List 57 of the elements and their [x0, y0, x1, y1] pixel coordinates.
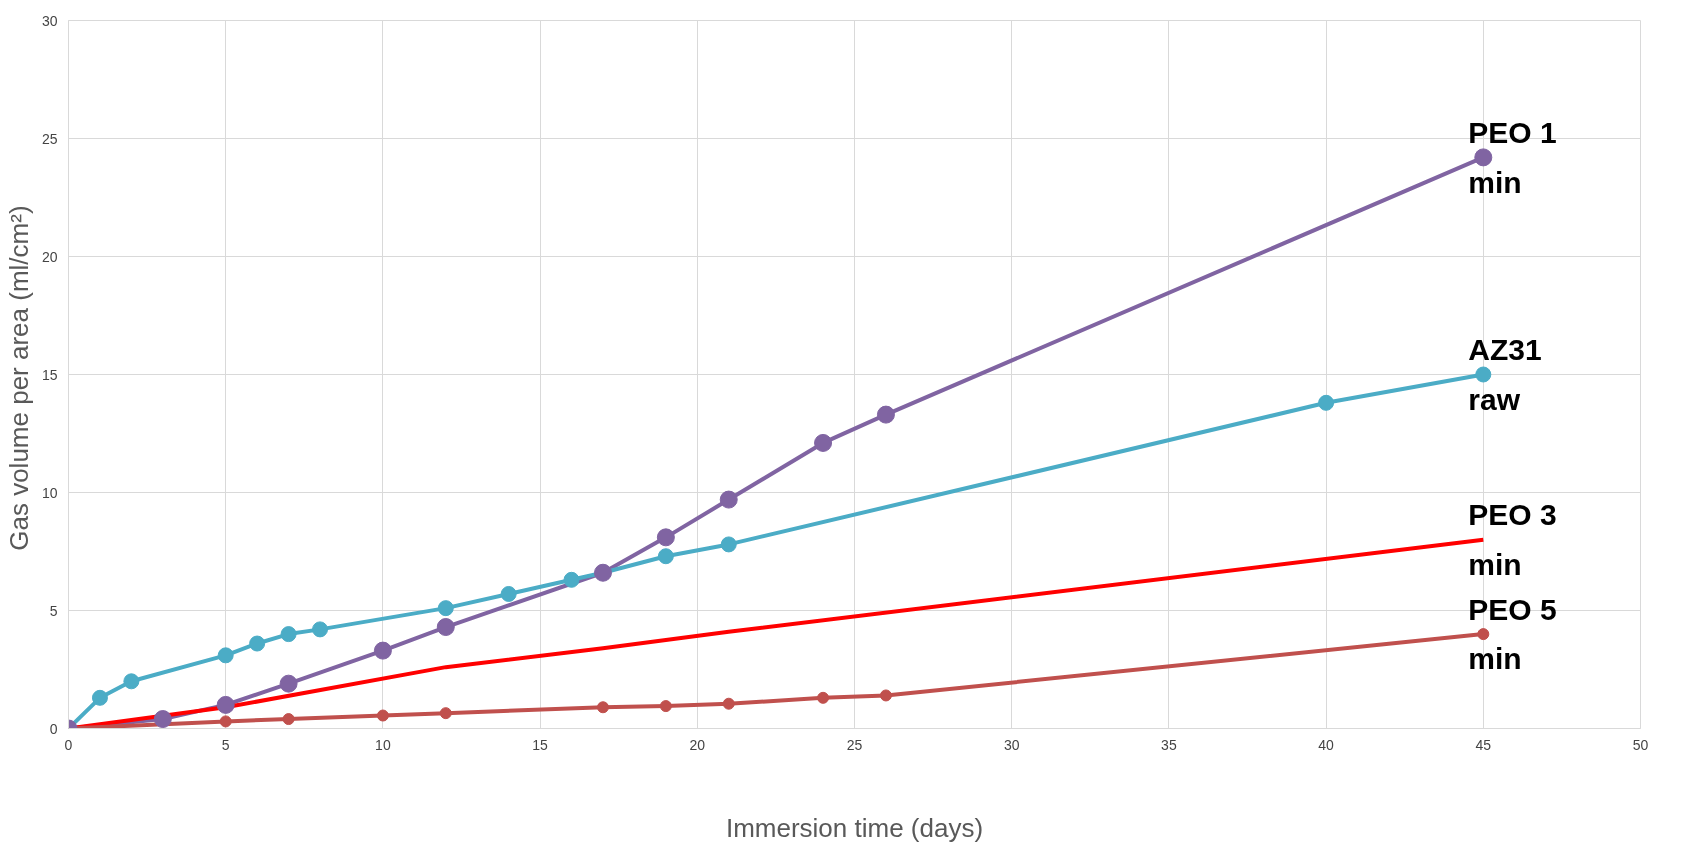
x-tick-label: 40 — [1318, 736, 1335, 753]
point — [439, 707, 452, 720]
point — [1474, 148, 1493, 167]
point — [720, 536, 737, 553]
point — [312, 621, 329, 638]
point — [123, 673, 140, 690]
x-tick-label: 50 — [1632, 736, 1649, 753]
point — [373, 641, 392, 660]
point — [91, 689, 108, 706]
series-label: PEO 3 min — [1468, 498, 1557, 581]
point — [563, 571, 580, 588]
point — [280, 626, 297, 643]
series-label: AZ31 raw — [1468, 333, 1542, 416]
x-tick-label: 35 — [1161, 736, 1177, 753]
x-tick-label: 20 — [689, 736, 706, 753]
point — [217, 647, 234, 664]
point — [1318, 394, 1335, 411]
y-axis-title: Gas volume per area (ml/cm²) — [3, 205, 34, 551]
point — [500, 585, 517, 602]
point — [153, 710, 172, 729]
point — [659, 700, 672, 713]
point — [722, 697, 735, 710]
x-tick-label: 5 — [221, 736, 230, 753]
point — [1477, 628, 1490, 641]
x-tick-label: 0 — [64, 736, 73, 753]
x-axis-title: Immersion time (days) — [725, 812, 984, 843]
point — [249, 635, 266, 652]
x-tick-label: 30 — [1003, 736, 1020, 753]
point — [876, 405, 895, 424]
y-tick-label: 10 — [41, 484, 58, 501]
y-tick-label: 0 — [49, 720, 58, 737]
point — [279, 674, 298, 693]
y-tick-label: 5 — [49, 602, 58, 619]
point — [656, 528, 675, 547]
point — [376, 709, 389, 722]
point — [1475, 366, 1492, 383]
point — [216, 695, 235, 714]
x-tick-label: 25 — [846, 736, 863, 753]
point — [596, 701, 609, 714]
x-tick-label: 15 — [532, 736, 549, 753]
point — [879, 689, 892, 702]
x-tick-label: 45 — [1475, 736, 1492, 753]
point — [657, 548, 674, 565]
point — [219, 715, 232, 728]
y-tick-label: 30 — [41, 12, 58, 29]
y-tick-label: 25 — [41, 130, 58, 147]
point — [814, 433, 833, 452]
series-label: PEO 5 min — [1468, 592, 1557, 676]
y-tick-label: 20 — [41, 248, 58, 265]
series-label: PEO 1 min — [1468, 116, 1557, 199]
x-tick-label: 10 — [375, 736, 391, 753]
point — [282, 713, 295, 726]
point — [436, 618, 455, 636]
point — [817, 691, 830, 704]
y-tick-label: 15 — [41, 366, 58, 383]
point — [719, 490, 738, 509]
point — [437, 600, 454, 617]
